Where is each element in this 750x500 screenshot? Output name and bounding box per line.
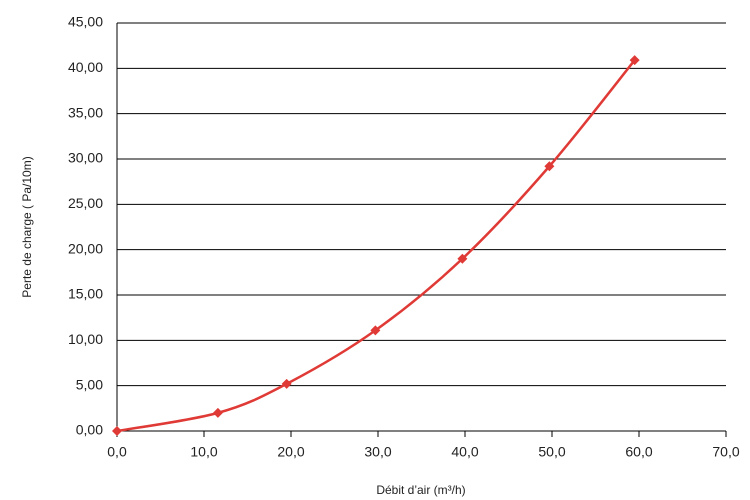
marker [629, 55, 640, 66]
y-tick-label: 30,00 [68, 150, 103, 166]
x-tick-label: 0,0 [107, 444, 127, 460]
y-tick-label: 5,00 [76, 376, 103, 392]
x-tick-label: 10,0 [190, 444, 217, 460]
y-tick-label: 15,00 [68, 286, 103, 302]
y-tick-label: 40,00 [68, 59, 103, 75]
marker [281, 378, 292, 389]
marker [112, 426, 122, 436]
y-tick-label: 0,00 [76, 422, 103, 438]
x-axis-label: Débit d’air (m³/h) [376, 483, 465, 497]
marker [370, 325, 381, 336]
y-tick-label: 20,00 [68, 240, 103, 256]
y-axis-label: Perte de charge ( Pa/10m) [20, 156, 34, 297]
x-tick-label: 30,0 [364, 444, 391, 460]
x-tick-label: 50,0 [538, 444, 565, 460]
marker [544, 161, 555, 172]
x-tick-label: 60,0 [625, 444, 652, 460]
x-tick-label: 40,0 [451, 444, 478, 460]
line [116, 59, 636, 433]
y-tick-label: 25,00 [68, 195, 103, 211]
y-tick-label: 45,00 [68, 14, 103, 30]
x-tick-label: 70,0 [712, 444, 739, 460]
y-tick-label: 10,00 [68, 331, 103, 347]
marker [212, 407, 223, 418]
y-tick-label: 35,00 [68, 104, 103, 120]
marker [457, 253, 468, 264]
x-tick-label: 20,0 [277, 444, 304, 460]
